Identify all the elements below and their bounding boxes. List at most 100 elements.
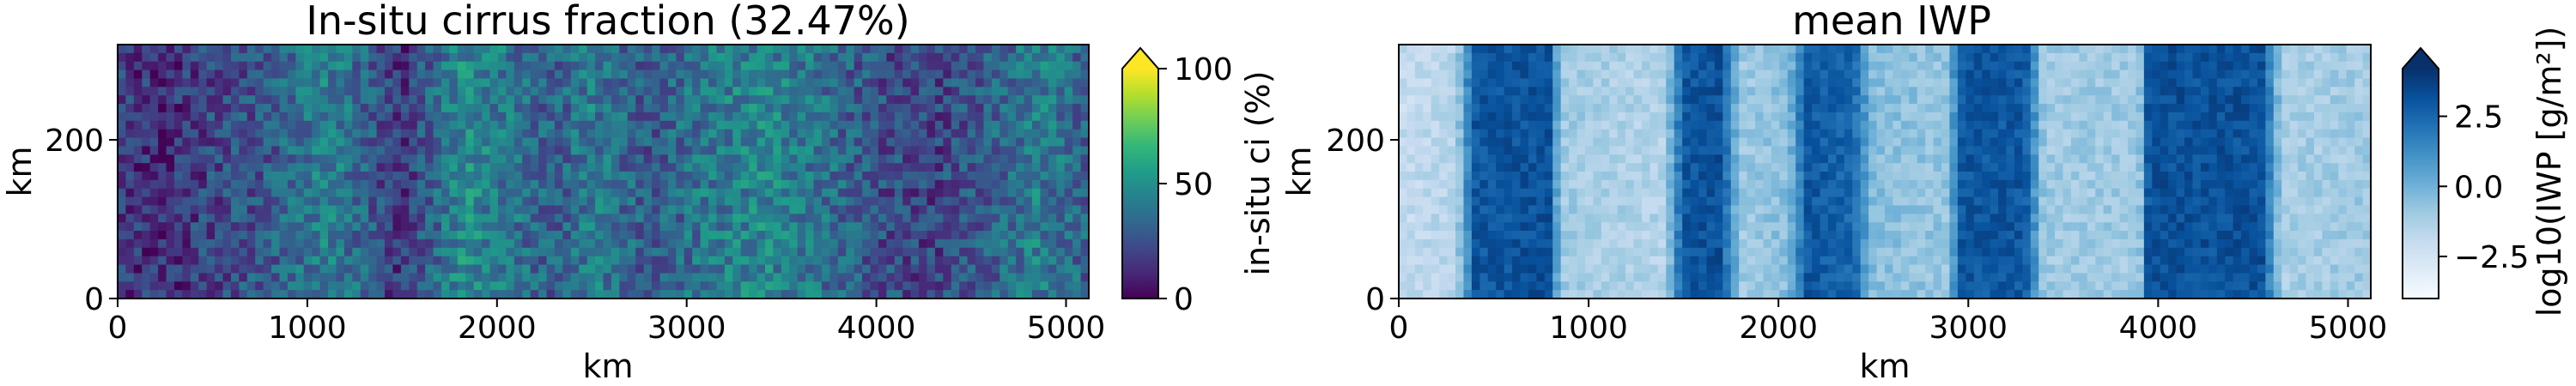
heatmap-cell — [328, 179, 337, 190]
x-tick-label: 0 — [108, 311, 128, 346]
heatmap-cell — [813, 247, 823, 257]
heatmap-cell — [652, 256, 661, 266]
heatmap-cell — [489, 137, 499, 147]
heatmap-cell — [1040, 196, 1049, 207]
heatmap-cell — [813, 87, 823, 96]
heatmap-cell — [1698, 172, 1708, 181]
heatmap-cell — [943, 61, 952, 71]
heatmap-cell — [230, 172, 240, 181]
heatmap-cell — [991, 129, 1000, 139]
heatmap-cell — [425, 52, 434, 63]
heatmap-cell — [846, 120, 855, 130]
heatmap-cell — [1674, 264, 1683, 274]
heatmap-cell — [1406, 129, 1416, 139]
heatmap-cell — [1406, 172, 1416, 181]
heatmap-cell — [1487, 129, 1497, 139]
heatmap-cell — [230, 78, 240, 87]
heatmap-cell — [1016, 104, 1025, 113]
heatmap-cell — [1431, 231, 1440, 240]
heatmap-cell — [1504, 104, 1513, 113]
heatmap-cell — [1399, 281, 1408, 291]
heatmap-cell — [562, 112, 572, 122]
heatmap-cell — [1633, 78, 1643, 87]
heatmap-cell — [1747, 69, 1756, 80]
heatmap-cell — [166, 172, 175, 181]
heatmap-cell — [1056, 146, 1066, 155]
heatmap-cell — [773, 231, 782, 240]
heatmap-cell — [878, 264, 887, 274]
heatmap-cell — [1706, 129, 1716, 139]
heatmap-cell — [1080, 172, 1090, 181]
heatmap-cell — [287, 188, 296, 198]
heatmap-cell — [457, 129, 466, 139]
heatmap-cell — [1024, 172, 1033, 181]
heatmap-cell — [1399, 45, 1408, 54]
heatmap-cell — [1414, 69, 1424, 80]
heatmap-cell — [1504, 78, 1513, 87]
heatmap-cell — [489, 146, 499, 155]
heatmap-cell — [797, 69, 806, 80]
heatmap-cell — [303, 179, 313, 190]
heatmap-cell — [870, 231, 879, 240]
heatmap-cell — [513, 247, 523, 257]
heatmap-cell — [522, 45, 532, 54]
heatmap-cell — [1682, 247, 1692, 257]
heatmap-cell — [756, 104, 766, 113]
heatmap-cell — [125, 154, 135, 164]
heatmap-cell — [1584, 87, 1594, 96]
heatmap-cell — [198, 120, 208, 130]
heatmap-cell — [837, 214, 847, 223]
heatmap-cell — [943, 273, 952, 282]
heatmap-cell — [934, 264, 944, 274]
heatmap-cell — [878, 256, 887, 266]
heatmap-cell — [1569, 137, 1578, 147]
heatmap-cell — [1642, 154, 1651, 164]
heatmap-cell — [255, 45, 264, 54]
heatmap-cell — [198, 112, 208, 122]
heatmap-cell — [756, 222, 766, 232]
heatmap-cell — [1512, 264, 1522, 274]
heatmap-cell — [951, 179, 960, 190]
heatmap-cell — [667, 231, 677, 240]
heatmap-cell — [854, 129, 863, 139]
heatmap-cell — [506, 129, 515, 139]
heatmap-cell — [586, 137, 596, 147]
heatmap-cell — [506, 222, 515, 232]
heatmap-cell — [1625, 87, 1635, 96]
heatmap-cell — [683, 120, 693, 130]
heatmap-cell — [546, 231, 556, 240]
heatmap-cell — [765, 247, 775, 257]
heatmap-cell — [182, 256, 191, 266]
heatmap-cell — [934, 179, 944, 190]
heatmap-cell — [1747, 78, 1756, 87]
heatmap-cell — [1504, 188, 1513, 198]
heatmap-cell — [425, 290, 434, 299]
heatmap-cell — [1601, 179, 1610, 190]
heatmap-cell — [667, 137, 677, 147]
heatmap-cell — [206, 112, 216, 122]
heatmap-cell — [1577, 78, 1586, 87]
heatmap-cell — [433, 238, 442, 249]
heatmap-cell — [385, 129, 394, 139]
heatmap-cell — [352, 69, 361, 80]
heatmap-cell — [1722, 104, 1732, 113]
heatmap-cell — [837, 205, 847, 214]
heatmap-cell — [1714, 188, 1723, 198]
heatmap-cell — [781, 196, 790, 207]
heatmap-cell — [1414, 214, 1424, 223]
heatmap-cell — [983, 129, 993, 139]
heatmap-cell — [692, 231, 702, 240]
heatmap-cell — [473, 52, 483, 63]
heatmap-cell — [789, 120, 799, 130]
heatmap-cell — [756, 146, 766, 155]
heatmap-cell — [789, 238, 799, 249]
heatmap-cell — [546, 281, 556, 291]
heatmap-cell — [1496, 104, 1505, 113]
heatmap-cell — [692, 256, 702, 266]
heatmap-cell — [554, 137, 563, 147]
heatmap-cell — [336, 290, 345, 299]
heatmap-cell — [652, 179, 661, 190]
heatmap-cell — [999, 146, 1009, 155]
heatmap-cell — [894, 205, 903, 214]
heatmap-cell — [190, 52, 199, 63]
